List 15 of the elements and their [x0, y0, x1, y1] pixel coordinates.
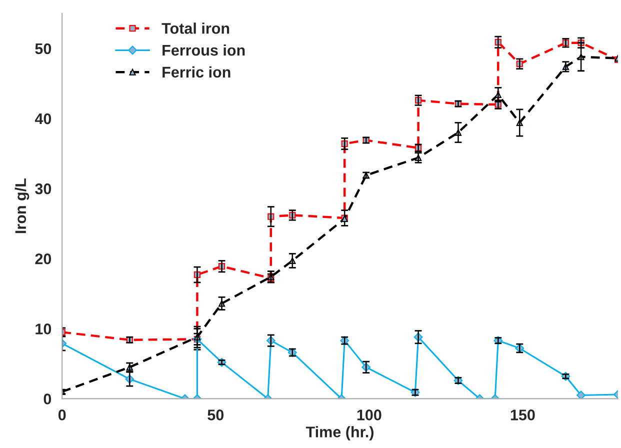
x-tick-label: 0: [58, 410, 66, 420]
y-tick-label: 50: [35, 43, 52, 54]
legend-label: Ferrous ion: [162, 44, 245, 56]
y-tick-label: 0: [44, 394, 52, 404]
y-axis-title: Iron g/L: [14, 178, 30, 234]
y-tick-label: 30: [35, 183, 52, 194]
x-axis-title: Time (hr.): [306, 426, 374, 440]
x-tick-label: 100: [357, 410, 382, 420]
legend-label: Total iron: [162, 22, 230, 34]
y-tick-label: 20: [35, 253, 52, 264]
legend-label: Ferric ion: [162, 66, 230, 78]
x-tick-label: 150: [510, 410, 535, 420]
y-tick-label: 10: [36, 324, 52, 334]
x-tick-label: 50: [208, 410, 224, 420]
y-tick-label: 40: [34, 113, 52, 124]
